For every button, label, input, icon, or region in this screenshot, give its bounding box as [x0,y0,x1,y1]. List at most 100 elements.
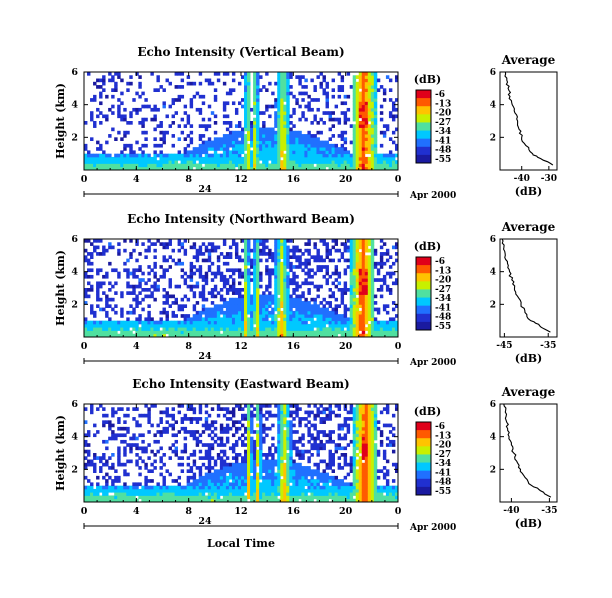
heatmap-cell [105,248,109,253]
heatmap-cell [295,320,299,325]
heatmap-cell [192,304,197,308]
heatmap-cell [183,498,188,503]
heatmap-cell [90,252,94,256]
heatmap-cell [159,446,163,451]
heatmap-cell [349,261,354,266]
heatmap-cell [186,407,191,411]
heatmap-cell [250,258,254,263]
heatmap-cell [310,107,314,112]
heatmap-cell [204,323,209,328]
heatmap-cell [304,466,308,470]
heatmap-cell [355,307,360,312]
heatmap-cell [210,301,215,305]
heatmap-cell [277,153,281,158]
heatmap-cell [283,239,287,243]
heatmap-cell [102,462,106,467]
heatmap-cell [331,258,335,263]
heatmap-cell [334,242,339,246]
heatmap-cell [295,314,299,318]
heatmap-cell [367,166,372,171]
heatmap-cell [280,446,284,451]
heatmap-cell [280,127,284,132]
heatmap-cell [180,323,185,328]
heatmap-cell [325,143,329,148]
heatmap-cell [219,466,224,470]
heatmap-cell [225,278,230,282]
heatmap-cell [186,160,191,164]
heatmap-cell [102,248,106,253]
heatmap-cell [376,268,381,273]
heatmap-cell [295,404,299,408]
heatmap-cell [123,482,127,487]
heatmap-cell [325,242,329,246]
heatmap-cell [231,288,236,292]
heatmap-cell [316,255,320,259]
heatmap-cell [219,317,224,322]
heatmap-cell [295,284,299,289]
heatmap-cell [168,239,172,243]
heatmap-cell [117,417,121,421]
heatmap-cell [379,85,384,89]
heatmap-cell [277,449,281,454]
heatmap-cell [364,137,369,141]
heatmap-cell [90,492,94,496]
heatmap-cell [150,449,154,454]
heatmap-cell [156,330,160,335]
heatmap-cell [247,417,251,421]
heatmap-cell [319,301,323,305]
heatmap-cell [358,143,363,148]
heatmap-cell [274,288,278,292]
heatmap-cell [234,333,239,338]
heatmap-cell [382,163,387,168]
heatmap-cell [361,291,366,295]
heatmap-cell [216,271,221,276]
heatmap-cell [216,492,221,496]
heatmap-cell [286,291,290,295]
heatmap-cell [280,91,284,96]
heatmap-cell [204,127,209,132]
heatmap-cell [289,456,293,460]
heatmap-cell [129,449,133,454]
heatmap-cell [174,284,178,289]
heatmap-cell [180,117,185,122]
heatmap-cell [225,323,230,328]
heatmap-cell [247,239,251,243]
heatmap-cell [84,163,88,168]
heatmap-cell [132,310,136,315]
heatmap-cell [117,166,121,171]
heatmap-cell [147,160,151,164]
heatmap-cell [114,433,118,438]
heatmap-cell [382,88,387,92]
heatmap-cell [198,72,203,76]
colorbar-segment [416,154,431,164]
heatmap-cell [237,124,242,128]
heatmap-cell [322,333,326,338]
heatmap-cell [361,310,366,315]
heatmap-cell [283,160,287,164]
heatmap-cell [156,320,160,325]
heatmap-cell [349,330,354,335]
heatmap-cell [231,268,236,273]
heatmap-cell [364,85,369,89]
heatmap-cell [286,124,290,128]
heatmap-cell [259,307,263,312]
heatmap-cell [295,130,299,135]
heatmap-cell [247,449,251,454]
heatmap-cell [222,317,227,322]
heatmap-cell [265,320,269,325]
heatmap-cell [153,281,157,286]
heatmap-cell [382,242,387,246]
heatmap-cell [301,143,305,148]
heatmap-cell [213,98,218,102]
heatmap-cell [370,117,375,122]
heatmap-cell [340,314,345,318]
heatmap-cell [247,117,251,122]
heatmap-cell [93,327,97,331]
heatmap-cell [216,163,221,168]
heatmap-cell [168,446,172,451]
heatmap-cell [241,274,245,279]
heatmap-cell [159,242,163,246]
heatmap-cell [250,271,254,276]
heatmap-cell [358,281,363,286]
heatmap-cell [117,153,121,158]
